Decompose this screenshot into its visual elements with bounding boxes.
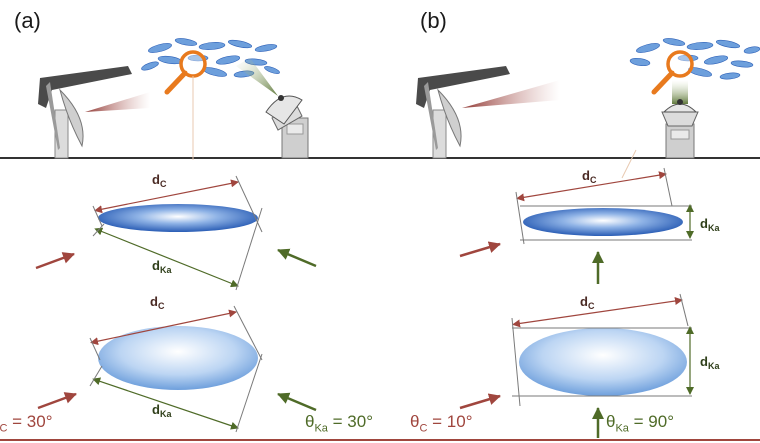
theta-ka-a: θKa = 30°: [305, 412, 374, 435]
magnifier-sightline-b: [621, 149, 637, 179]
label-dka-far-a: dKa: [152, 402, 172, 419]
label-dc-far-a: dC: [150, 294, 165, 311]
label-dc-far-b: dC: [580, 294, 595, 311]
radar-dome-icon: [265, 95, 309, 159]
ice-particles-icon-b: [629, 38, 760, 80]
ellipse-near-b: [523, 208, 683, 236]
label-dc-near-a: dC: [152, 172, 167, 189]
radar-dome-icon-b: [661, 99, 699, 159]
radar-dish-icon-b: [416, 66, 510, 159]
theta-ka-b: θKa = 90°: [606, 412, 675, 435]
red-incoming-arrow-a1: [35, 252, 75, 270]
red-incoming-arrow-a2: [37, 392, 77, 410]
label-dka-near-a: dKa: [152, 258, 172, 275]
radar-beam: [85, 92, 150, 112]
ellipse-far-b: [519, 328, 687, 396]
dc-arrow-far-b: [512, 297, 683, 328]
magnifier-icon-b: [651, 50, 694, 95]
green-incoming-arrow-a2: [277, 392, 317, 412]
theta-c-b: θC = 10°: [410, 412, 473, 435]
red-incoming-arrow-b2: [459, 393, 501, 410]
dome-beam-b: [672, 80, 688, 104]
ellipse-near-a: [98, 204, 258, 232]
label-dka-near-b: dKa: [700, 216, 720, 233]
dka-arrow-far-a: [92, 377, 239, 430]
dka-arrow-near-a: [94, 227, 239, 288]
red-incoming-arrow-b1: [459, 241, 501, 258]
panel-label-b: (b): [420, 8, 447, 33]
label-dka-far-b: dKa: [700, 354, 720, 371]
dc-arrow-near-b: [516, 171, 667, 202]
dc-arrow-far-a: [90, 309, 237, 346]
theta-c-a: θC = 30°: [0, 412, 53, 435]
label-dc-near-b: dC: [582, 168, 597, 185]
radar-beam-b: [462, 80, 560, 108]
green-incoming-arrow-a1: [277, 248, 317, 268]
dome-beam: [236, 58, 278, 96]
radar-dish-icon: [38, 66, 132, 159]
dc-arrow-near-a: [94, 179, 239, 214]
panel-label-a: (a): [14, 8, 41, 33]
